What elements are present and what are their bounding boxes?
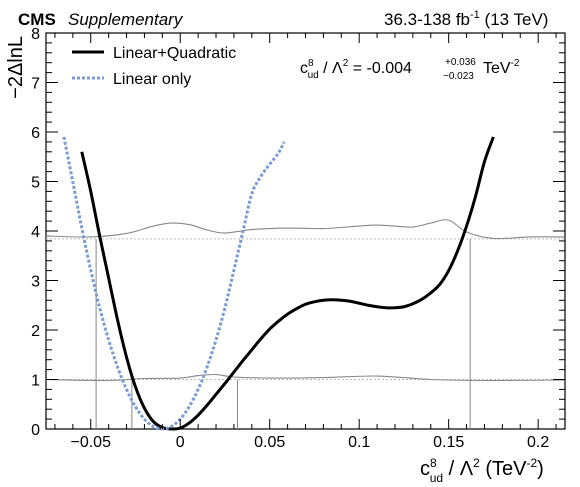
series-line-linear-only: [62, 136, 286, 431]
y-tick-label: 4: [31, 224, 40, 241]
experiment-label: CMS: [18, 10, 56, 29]
fit-error-down: −0.023: [443, 71, 474, 82]
fit-unit: TeV-2: [483, 58, 520, 77]
x-tick-label: 0.2: [527, 434, 549, 451]
y-tick-label: 5: [31, 175, 40, 192]
y-tick-label: 6: [31, 125, 40, 142]
tag-label: Supplementary: [68, 10, 184, 29]
x-axis-label: c8 ud / Λ2 (TeV-2): [420, 456, 544, 485]
y-tick-label: 7: [31, 76, 40, 93]
y-tick-label: 3: [31, 274, 40, 291]
likelihood-curves: [62, 136, 495, 431]
x-tick-label: 0: [176, 434, 185, 451]
x-tick-label: 0.1: [348, 434, 370, 451]
y-tick-label: 2: [31, 323, 40, 340]
reference-lines: [46, 238, 565, 429]
x-tick-label: −0.05: [70, 434, 111, 451]
aux-curve-lower: [45, 373, 566, 382]
aux-curve-upper: [45, 219, 566, 240]
legend: Linear+Quadratic Linear only: [72, 45, 236, 88]
lumi-label: 36.3-138 fb-1 (13 TeV): [384, 9, 548, 29]
plot-frame: [45, 32, 566, 430]
y-tick-label: 0: [31, 422, 40, 439]
fit-error-up: +0.036: [445, 57, 476, 68]
auxiliary-curves: [45, 219, 566, 382]
y-tick-label: 8: [31, 26, 40, 43]
fit-result-annotation: c8 ud / Λ2 = -0.004: [300, 58, 412, 81]
x-tick-label: 0.05: [254, 434, 285, 451]
x-tick-label: 0.15: [433, 434, 464, 451]
series-line-linear-quadratic: [80, 136, 495, 431]
y-tick-label: 1: [31, 373, 40, 390]
legend-label-quadratic: Linear+Quadratic: [113, 45, 236, 62]
axis-ticks: −0.05 0 0.05 0.1 0.15 0.2 0 1 2 3 4 5 6 7 8: [31, 26, 565, 451]
legend-label-linear: Linear only: [113, 71, 191, 88]
y-axis-label: −2ΔlnL: [5, 36, 27, 99]
